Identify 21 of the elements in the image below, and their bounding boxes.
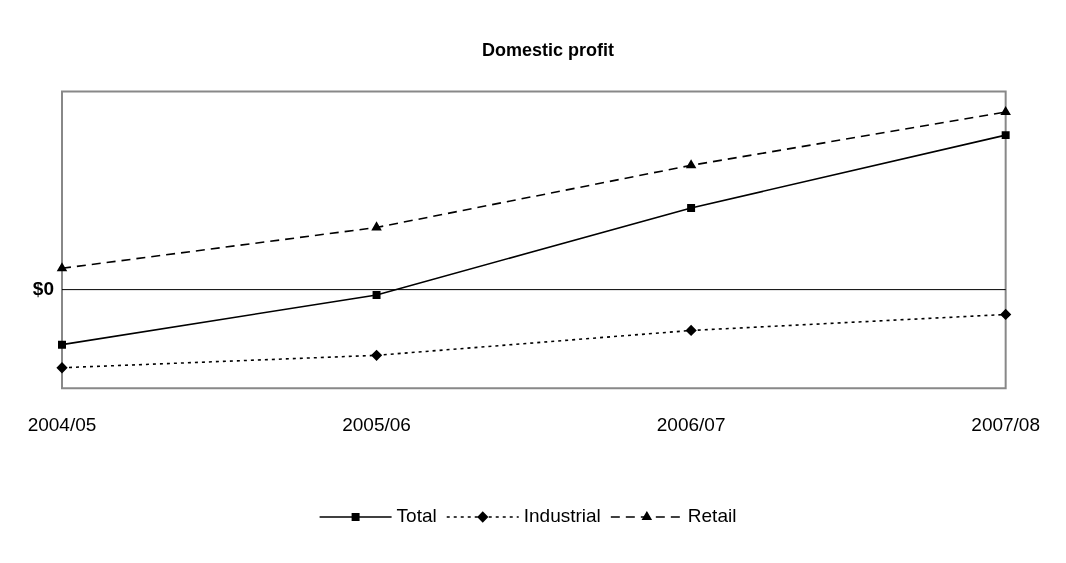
x-tick-label: 2006/07 <box>656 413 726 435</box>
point <box>57 263 67 272</box>
legend-label: Retail <box>687 505 737 527</box>
legend-label: Industrial <box>523 505 601 527</box>
point <box>685 325 697 336</box>
point <box>371 222 382 231</box>
legend-label: Total <box>396 505 437 527</box>
point <box>58 340 66 349</box>
x-tick-label: 2007/08 <box>971 413 1040 435</box>
ref-line-label: $0 <box>32 277 54 299</box>
chart-title: Domestic profit <box>481 39 615 60</box>
point <box>1000 106 1011 116</box>
point <box>687 203 696 212</box>
point <box>372 290 381 299</box>
point <box>686 160 696 169</box>
point <box>371 350 382 361</box>
point <box>56 362 68 374</box>
point <box>1000 309 1011 320</box>
x-tick-label: 2004/05 <box>27 413 97 435</box>
point <box>1001 131 1010 140</box>
x-tick-label: 2005/06 <box>342 413 411 435</box>
